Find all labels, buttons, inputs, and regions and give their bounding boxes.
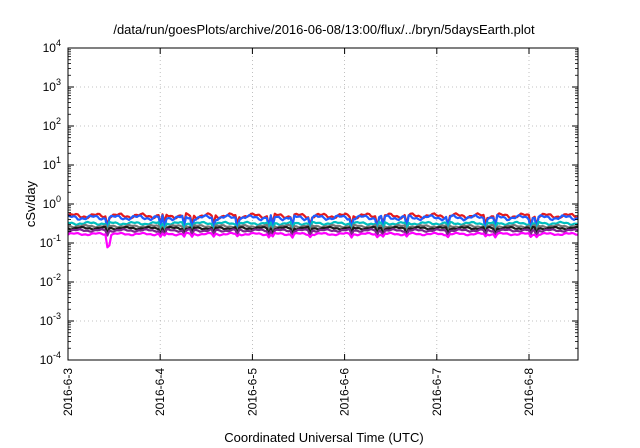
grid (68, 48, 578, 360)
y-tick-label: 100 (43, 194, 61, 211)
x-tick-label: 2016-6-7 (430, 368, 444, 416)
y-tick-label: 10-4 (40, 350, 61, 367)
series-line (67, 225, 579, 237)
y-axis-label: cSv/day (23, 180, 38, 227)
series-layer (67, 212, 579, 249)
y-tick-label: 10-1 (40, 233, 61, 250)
series-line (67, 220, 579, 234)
y-tick-label: 103 (43, 77, 61, 94)
x-axis: 2016-6-3 2016-6-4 2016-6-5 2016-6-6 2016-6-7… (61, 48, 536, 416)
y-tick-label: 102 (43, 116, 61, 133)
series-line (67, 228, 579, 238)
y-tick-label: 104 (43, 38, 61, 55)
series-line (67, 231, 578, 249)
x-tick-label: 2016-6-5 (245, 368, 259, 416)
y-tick-label: 10-3 (40, 311, 61, 328)
x-tick-label: 2016-6-8 (522, 368, 536, 416)
y-tick-label: 10-2 (40, 272, 61, 289)
y-tick-label: 101 (43, 155, 61, 172)
chart-title: /data/run/goesPlots/archive/2016-06-08/1… (113, 22, 535, 37)
x-tick-label: 2016-6-6 (338, 368, 352, 416)
x-tick-label: 2016-6-3 (61, 368, 75, 416)
x-axis-label: Coordinated Universal Time (UTC) (224, 430, 423, 445)
series-line (67, 213, 579, 232)
y-axis: 10-4 10-3 10-2 10-1 100 101 102 103 104 (40, 38, 578, 367)
x-tick-label: 2016-6-4 (153, 368, 167, 416)
